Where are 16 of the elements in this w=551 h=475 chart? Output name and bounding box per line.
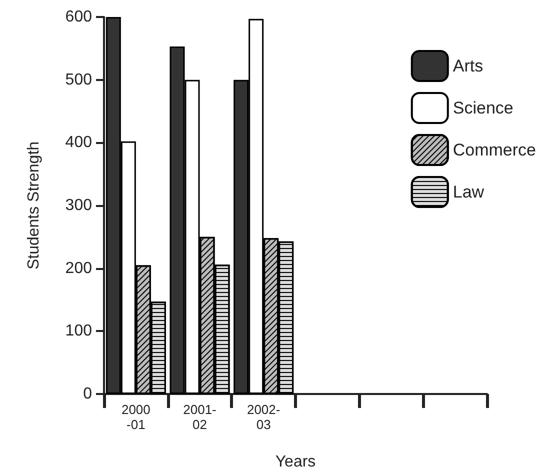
y-axis-title: Students Strength — [26, 141, 42, 270]
y-tick-label: 300 — [65, 197, 92, 214]
legend-label: Law — [452, 182, 485, 202]
legend-label: Arts — [452, 56, 484, 76]
y-tick-label: 100 — [65, 322, 92, 340]
y-tick-label: 0 — [83, 386, 92, 402]
y-tick-label: 600 — [65, 8, 92, 26]
x-tick-label: 2001- 02 — [183, 402, 216, 432]
y-tick-label: 200 — [65, 260, 92, 277]
legend-label: Commerce — [452, 140, 536, 160]
y-tick-label: 500 — [65, 71, 92, 88]
x-axis-title: Years — [275, 454, 316, 470]
x-tick-label: 2002- 03 — [246, 402, 280, 432]
legend-label: Science — [452, 98, 514, 118]
y-tick-label: 400 — [65, 134, 92, 152]
x-tick-label: 2000 -01 — [121, 402, 150, 432]
